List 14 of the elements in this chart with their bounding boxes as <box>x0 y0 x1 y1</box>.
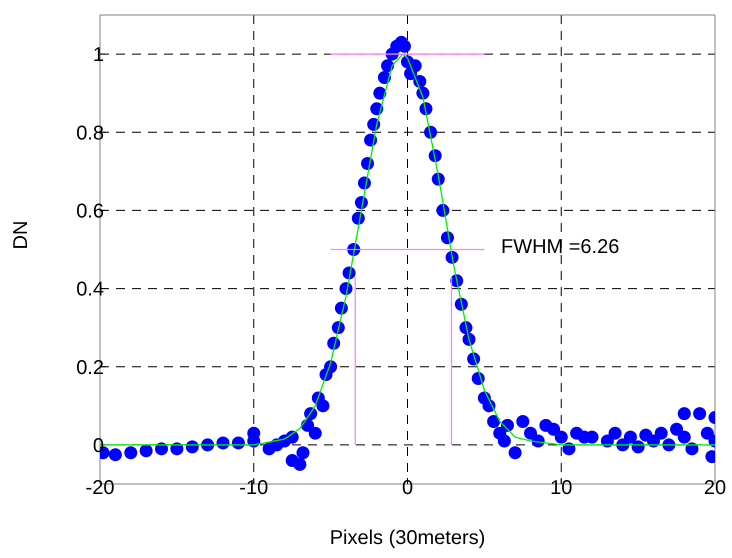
x-tick-label: 10 <box>550 477 572 500</box>
x-tick-label: -10 <box>239 477 268 500</box>
x-tick-label: 20 <box>704 477 726 500</box>
x-axis-title: Pixels (30meters) <box>330 527 486 549</box>
y-tick-label: 0.2 <box>76 356 104 379</box>
y-tick-label: 0.4 <box>76 278 104 301</box>
y-axis-title: DN <box>10 220 32 250</box>
y-tick-label: 0.6 <box>76 200 104 223</box>
x-tick-label: -20 <box>86 477 114 500</box>
x-tick-label: 0 <box>402 477 414 500</box>
y-tick-label: 0.8 <box>76 122 104 144</box>
y-tick-label: 1 <box>92 44 104 66</box>
y-tick-label: 0 <box>92 435 104 458</box>
annotation: FWHM =6.26 <box>501 236 620 259</box>
